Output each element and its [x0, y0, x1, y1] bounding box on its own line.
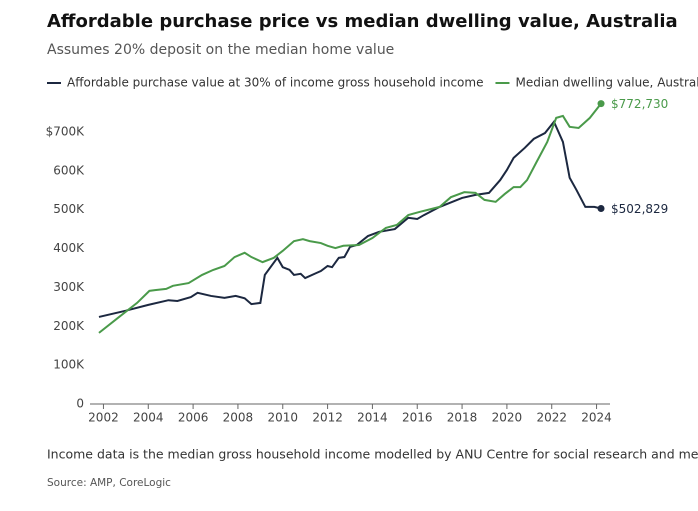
line	[98, 119, 602, 318]
end-point	[597, 205, 605, 213]
x-tick-label: 2016	[402, 411, 433, 425]
source: Source: AMP, CoreLogic	[47, 477, 171, 489]
x-tick-label: 2006	[178, 411, 209, 425]
y-tick-label: 300K	[53, 280, 85, 294]
legend-label: Affordable purchase value at 30% of inco…	[67, 76, 483, 90]
y-tick-label: 200K	[53, 319, 85, 333]
x-tick-label: 2008	[223, 411, 254, 425]
x-tick-label: 2018	[447, 411, 478, 425]
x-tick-label: 2002	[88, 411, 119, 425]
chart-subtitle: Assumes 20% deposit on the median home v…	[47, 42, 394, 58]
y-tick-label: 0	[76, 397, 84, 411]
y-tick-label: 100K	[53, 358, 85, 372]
x-tick-label: 2024	[581, 411, 612, 425]
x-tick-label: 2014	[357, 411, 388, 425]
end-point	[597, 100, 605, 108]
x-tick-label: 2020	[492, 411, 523, 425]
y-tick-label: 600K	[53, 163, 85, 177]
x-tick-label: 2004	[133, 411, 164, 425]
chart-title: Affordable purchase price vs median dwel…	[47, 11, 678, 32]
value-label: $772,730	[611, 97, 668, 111]
y-tick-label: 400K	[53, 241, 85, 255]
x-tick-label: 2022	[536, 411, 567, 425]
line	[98, 102, 602, 334]
y-tick-label: 500K	[53, 202, 85, 216]
value-label: $502,829	[611, 202, 668, 216]
legend-label: Median dwelling value, Australia	[515, 76, 698, 90]
y-tick-label: $700K	[46, 124, 86, 138]
footnote: Income data is the median gross househol…	[47, 447, 698, 462]
x-tick-label: 2010	[267, 411, 298, 425]
x-tick-label: 2012	[312, 411, 343, 425]
